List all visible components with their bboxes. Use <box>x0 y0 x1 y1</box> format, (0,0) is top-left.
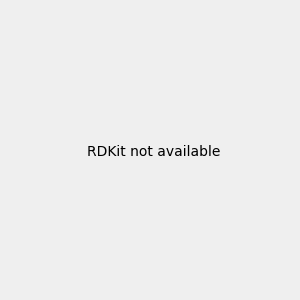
Text: RDKit not available: RDKit not available <box>87 145 220 158</box>
